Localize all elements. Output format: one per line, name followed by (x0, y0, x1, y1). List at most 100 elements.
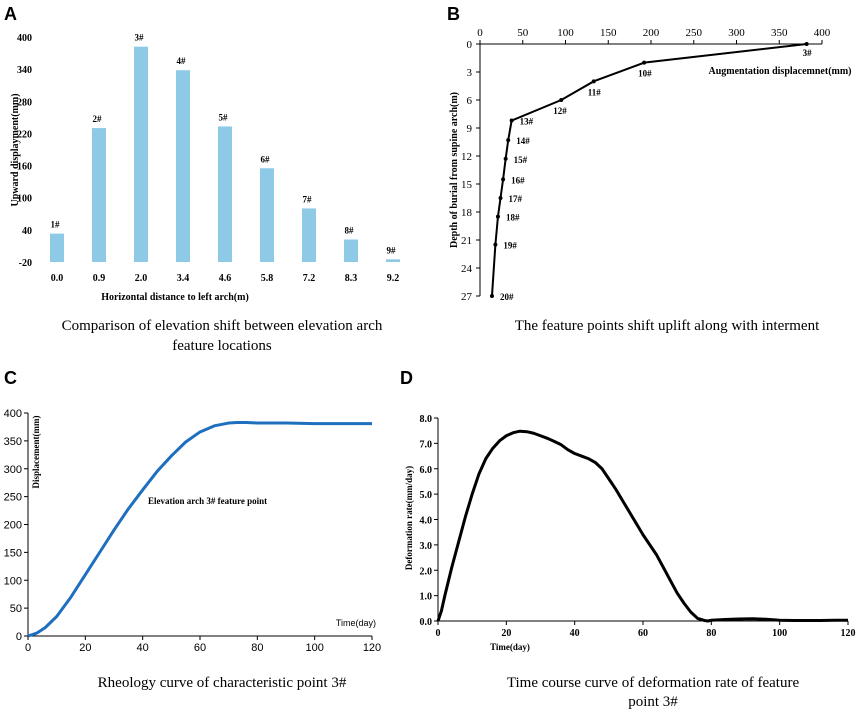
panel-d-ytick: 6.0 (420, 465, 433, 476)
panel-c-plot: 0 20 40 60 80 100 120 0 50 100 150 200 250 300 350 400 (4, 408, 382, 654)
panel-a: A -20 40 100 160 220 280 340 400 1# 0.0 2# 0.9 3# 2.0… (4, 4, 400, 354)
panel-d-ytick: 0.0 (420, 617, 433, 628)
panel-a-bar-label: 1# (51, 220, 61, 230)
panel-a-ytick: 100 (17, 194, 32, 205)
panel-b-xtick: 350 (771, 27, 788, 39)
panel-b-point (501, 177, 506, 182)
panel-c-ytick: 250 (4, 492, 22, 504)
panel-c-ytick: 400 (4, 408, 22, 420)
panel-a-bar-label: 9# (387, 245, 397, 255)
panel-a-xlabel: Horizontal distance to left arch(m) (101, 292, 249, 303)
panel-a-xtick: 7.2 (303, 273, 316, 284)
panel-b-plot: 0 50 100 150 200 250 300 350 400 0 3 6 9 12 15 18 21 24 27… (461, 27, 831, 303)
panel-d: D 0 20 40 60 80 100 120 0.0 1.0 2.0 3.0 4.0 5.0 6.0 7.… (400, 368, 856, 710)
panel-c: C 0 20 40 60 80 100 120 0 50 100 150 200 250 300 350 40… (4, 368, 382, 691)
panel-b-point-label: 3# (803, 48, 813, 58)
panel-b-xtick: 200 (643, 27, 660, 39)
panel-c-ytick: 200 (4, 520, 22, 532)
panel-a-bar (134, 46, 148, 263)
panel-c-xtick: 120 (363, 642, 381, 654)
panel-b-xlabel: Augmentation displacemnet(mm) (708, 66, 851, 77)
panel-c-xtick: 60 (194, 642, 206, 654)
panel-b-xtick: 300 (728, 27, 745, 39)
panel-a-xtick: 2.0 (135, 273, 148, 284)
panel-c-series-line (27, 420, 372, 638)
panel-a-bar (302, 208, 316, 262)
panel-b-point (559, 98, 564, 102)
panel-b-point-label: 19# (503, 241, 517, 251)
panel-b-point (642, 60, 647, 65)
panel-a-xtick: 0.9 (93, 273, 106, 284)
panel-c-xtick: 100 (305, 642, 323, 654)
panel-b-ytick: 18 (461, 207, 473, 219)
panel-b-point (493, 242, 498, 247)
panel-b-ytick: 6 (467, 95, 473, 107)
panel-b-point (804, 42, 809, 46)
panel-d-ytick: 8.0 (420, 414, 433, 425)
panel-a-xtick: 9.2 (387, 273, 400, 284)
panel-a-bar-label: 5# (219, 112, 229, 122)
panel-letter-d: D (400, 368, 413, 388)
panel-d-caption-line-1: Time course curve of deformation rate of… (507, 675, 800, 691)
panel-b-point-label: 17# (509, 194, 523, 204)
panel-a-caption-line-2: feature locations (172, 338, 272, 354)
panel-c-ytick: 300 (4, 464, 22, 476)
panel-b-caption: The feature points shift uplift along wi… (515, 318, 820, 334)
panel-a-bar-label: 2# (93, 114, 103, 124)
panel-a-bar-label: 6# (261, 154, 271, 164)
panel-b-ytick: 15 (461, 179, 473, 191)
panel-b-point (509, 118, 514, 123)
panel-a-ytick: 220 (17, 129, 32, 140)
panel-a-ytick: 160 (17, 162, 32, 173)
panel-b-ytick: 9 (467, 123, 473, 135)
panel-d-xtick: 120 (841, 628, 856, 639)
panel-a-bar-label: 4# (177, 56, 187, 66)
panel-d-xtick: 80 (706, 628, 716, 639)
panel-letter-b: B (447, 4, 460, 24)
panel-b-xtick: 250 (686, 27, 703, 39)
panel-c-xlabel: Time(day) (336, 618, 376, 628)
panel-d-ytick: 2.0 (420, 566, 433, 577)
panel-a-bar (386, 259, 400, 262)
panel-d-ytick: 7.0 (420, 439, 433, 450)
panel-b-point (591, 79, 596, 84)
panel-a-ylabel: Upward displayment(mm) (10, 93, 21, 206)
panel-b-ytick: 3 (467, 67, 473, 79)
panel-d-caption-line-2: point 3# (628, 694, 678, 710)
panel-a-plot: -20 40 100 160 220 280 340 400 1# 0.0 2# 0.9 3# 2.0 4#… (17, 33, 400, 284)
panel-a-bar (92, 128, 106, 262)
panel-a-ytick: 40 (22, 226, 32, 237)
panel-a-bar (218, 126, 232, 262)
panel-d-series-line (436, 429, 848, 623)
panel-b-point-label: 15# (514, 155, 528, 165)
panel-c-xtick: 40 (137, 642, 149, 654)
panel-a-bar (50, 233, 64, 262)
panel-c-ytick: 0 (16, 631, 22, 643)
panel-b-point-label: 11# (588, 87, 602, 97)
panel-a-ytick: 400 (17, 33, 32, 44)
panel-c-xtick: 20 (79, 642, 91, 654)
panel-b-xtick: 0 (477, 27, 483, 39)
panel-b-ytick: 12 (461, 151, 472, 163)
panel-b-point-label: 14# (516, 136, 530, 146)
panel-letter-c: C (4, 368, 17, 388)
panel-b-point (506, 138, 511, 143)
panel-a-xtick: 5.8 (261, 273, 274, 284)
panel-b-series-line (490, 43, 807, 297)
panel-c-ylabel: Displacement(mm) (31, 416, 41, 489)
panel-b-point (503, 156, 508, 161)
panel-b-point (495, 214, 500, 219)
panel-c-caption: Rheology curve of characteristic point 3… (98, 675, 347, 691)
panel-d-xlabel: Time(day) (490, 642, 530, 652)
panel-b-ytick: 0 (467, 39, 473, 51)
panel-a-bar (176, 70, 190, 262)
panel-d-ytick: 1.0 (420, 592, 433, 603)
panel-c-annotation: Elevation arch 3# feature point (148, 496, 267, 506)
panel-b-ytick: 24 (461, 263, 473, 275)
panel-a-xtick: 3.4 (177, 273, 190, 284)
panel-letter-a: A (4, 4, 17, 24)
panel-b-point (489, 294, 494, 298)
panel-a-bar (344, 239, 358, 262)
panel-c-xtick: 80 (251, 642, 263, 654)
